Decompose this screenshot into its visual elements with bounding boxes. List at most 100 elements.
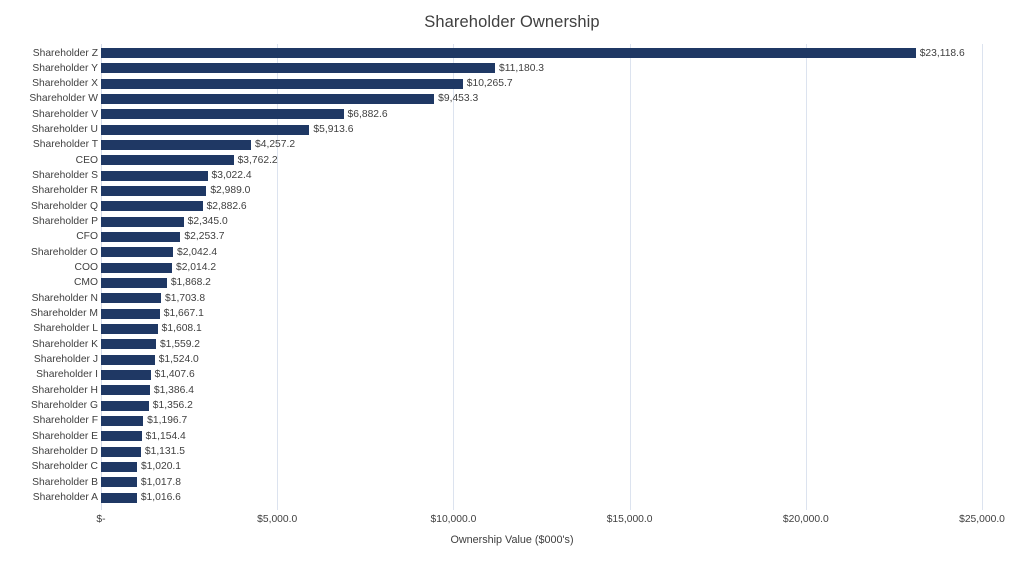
category-label: Shareholder I: [36, 369, 98, 381]
bar-value-label: $9,453.3: [438, 93, 479, 105]
bar[interactable]: [101, 48, 916, 59]
category-label: Shareholder U: [31, 124, 98, 136]
bar[interactable]: [101, 186, 207, 197]
category-label: Shareholder B: [32, 476, 98, 488]
bar[interactable]: [101, 124, 310, 135]
category-label: Shareholder S: [32, 170, 98, 182]
bar-value-label: $3,022.4: [211, 170, 252, 182]
category-label: Shareholder X: [32, 78, 98, 90]
bar[interactable]: [101, 155, 234, 166]
bar[interactable]: [101, 94, 435, 105]
bar-row: Shareholder M $1,667.1: [0, 306, 1024, 321]
category-label: Shareholder J: [33, 354, 98, 366]
x-axis-tick-label: $20,000.0: [782, 514, 829, 525]
bar[interactable]: [101, 446, 141, 457]
bar-row: Shareholder Q $2,882.6: [0, 199, 1024, 214]
gridline: [630, 44, 631, 510]
category-label: Shareholder W: [29, 93, 98, 105]
bar-row: Shareholder K $1,559.2: [0, 337, 1024, 352]
bar-value-label: $2,042.4: [176, 246, 218, 258]
bar[interactable]: [101, 477, 137, 488]
bar-value-label: $2,014.2: [175, 262, 217, 274]
bar-value-label: $1,407.6: [154, 369, 195, 381]
x-axis-title: Ownership Value ($000's): [450, 534, 574, 546]
bar-value-label: $1,017.8: [140, 476, 181, 488]
bar[interactable]: [101, 370, 151, 381]
bar-value-label: $11,180.3: [498, 62, 545, 74]
x-axis-tick-label: $25,000.0: [959, 514, 1005, 525]
bar-row: Shareholder S $3,022.4: [0, 168, 1024, 183]
bar[interactable]: [101, 262, 172, 273]
axis-baseline: [101, 44, 102, 510]
category-label: Shareholder O: [31, 246, 98, 258]
bar-row: Shareholder E $1,154.4: [0, 429, 1024, 444]
category-label: Shareholder V: [32, 108, 98, 120]
bar[interactable]: [101, 216, 184, 227]
category-label: Shareholder K: [32, 338, 98, 350]
bar-value-label: $1,524.0: [158, 354, 199, 366]
gridline: [982, 44, 983, 510]
bar-value-label: $2,989.0: [210, 185, 251, 197]
bar[interactable]: [101, 78, 463, 89]
bar[interactable]: [101, 201, 203, 212]
x-axis-tick-label: $10,000.0: [430, 514, 477, 525]
bar[interactable]: [101, 462, 137, 472]
bar[interactable]: [101, 492, 137, 503]
bar-row: Shareholder W $9,453.3: [0, 91, 1024, 106]
bar[interactable]: [101, 400, 149, 411]
category-label: Shareholder H: [31, 384, 98, 396]
bar-value-label: $1,016.6: [140, 492, 181, 504]
bar[interactable]: [101, 431, 142, 442]
bar-value-label: $5,913.6: [313, 124, 354, 136]
bar[interactable]: [101, 109, 344, 120]
bar-row: Shareholder T $4,257.2: [0, 137, 1024, 152]
category-label: Shareholder R: [31, 185, 98, 197]
bar[interactable]: [101, 140, 252, 151]
bar-row: Shareholder Z $23,118.6: [0, 46, 1024, 61]
bar-row: Shareholder P $2,345.0: [0, 214, 1024, 229]
bar[interactable]: [101, 416, 144, 426]
bar-value-label: $1,154.4: [145, 430, 186, 442]
bar-row: Shareholder G $1,356.2: [0, 398, 1024, 413]
bar-row: COO $2,014.2: [0, 260, 1024, 275]
bar-row: Shareholder U $5,913.6: [0, 122, 1024, 137]
bar[interactable]: [101, 385, 150, 396]
category-label: Shareholder G: [31, 400, 98, 412]
bar-row: Shareholder F $1,196.7: [0, 413, 1024, 428]
x-axis-tick-label: $-: [96, 514, 106, 525]
bar-value-label: $1,667.1: [163, 308, 204, 320]
bar[interactable]: [101, 339, 156, 350]
bar-row: Shareholder L $1,608.1: [0, 321, 1024, 336]
bar[interactable]: [101, 354, 155, 365]
category-label: Shareholder N: [31, 292, 98, 304]
bar-row: Shareholder O $2,042.4: [0, 245, 1024, 260]
gridline: [453, 44, 454, 510]
bar-value-label: $1,559.2: [159, 338, 201, 350]
category-label: CFO: [76, 231, 98, 243]
bar-row: Shareholder H $1,386.4: [0, 383, 1024, 398]
bar[interactable]: [101, 170, 208, 181]
bar-value-label: $2,253.7: [184, 231, 225, 243]
bar-row: CEO $3,762.2: [0, 153, 1024, 168]
category-label: Shareholder C: [31, 461, 98, 473]
bar-row: Shareholder B $1,017.8: [0, 475, 1024, 490]
bar[interactable]: [101, 278, 167, 289]
category-label: Shareholder P: [32, 216, 98, 228]
bar[interactable]: [101, 293, 162, 304]
bar-row: CFO $2,253.7: [0, 229, 1024, 244]
bar-value-label: $1,703.8: [165, 292, 206, 304]
bar-value-label: $10,265.7: [466, 78, 513, 90]
category-label: Shareholder L: [33, 323, 98, 335]
bar[interactable]: [101, 247, 173, 258]
bar-row: Shareholder V $6,882.6: [0, 107, 1024, 122]
bar-value-label: $4,257.2: [255, 139, 296, 151]
bar-value-label: $1,196.7: [147, 415, 188, 427]
bar[interactable]: [101, 324, 158, 335]
x-axis-tick-label: $5,000.0: [257, 514, 298, 525]
bar-row: Shareholder C $1,020.1: [0, 459, 1024, 474]
x-axis-tick-label: $15,000.0: [606, 514, 653, 525]
bar[interactable]: [101, 232, 181, 243]
bar[interactable]: [101, 63, 495, 74]
category-label: CMO: [73, 277, 98, 289]
bar[interactable]: [101, 308, 160, 319]
